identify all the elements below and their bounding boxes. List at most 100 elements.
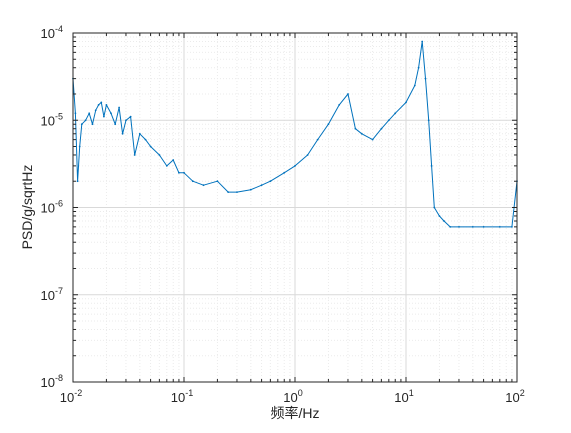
psd-data-point	[458, 226, 460, 228]
psd-data-point	[178, 171, 180, 174]
psd-data-point	[360, 132, 363, 135]
x-tick-label: 102	[505, 388, 524, 405]
psd-data-point	[433, 206, 436, 209]
psd-data-point	[191, 180, 194, 183]
x-tick-label-exponent: 0	[298, 388, 303, 398]
psd-data-point	[347, 93, 349, 95]
grid-layer	[72, 33, 517, 383]
psd-data-point	[88, 112, 91, 115]
psd-data-point	[74, 112, 77, 115]
y-tick-label-base: 10	[41, 113, 55, 128]
y-tick-label-exponent: -7	[55, 286, 63, 296]
psd-data-point	[354, 127, 357, 130]
psd-data-point	[449, 226, 452, 228]
psd-data-point	[76, 180, 79, 183]
x-tick-label: 101	[394, 388, 413, 405]
psd-data-point	[430, 165, 433, 167]
psd-data-point	[103, 115, 105, 118]
psd-data-point	[443, 220, 445, 222]
y-tick-label: 10-5	[41, 111, 63, 128]
x-tick-label-exponent: 2	[520, 388, 525, 398]
x-tick-label-base: 10	[60, 390, 74, 405]
psd-data-point	[118, 106, 120, 109]
psd-data-point	[183, 171, 185, 174]
psd-data-point	[216, 180, 219, 183]
x-tick-label-exponent: -2	[74, 388, 82, 398]
x-tick-label-base: 10	[505, 390, 519, 405]
psd-data-point	[413, 84, 416, 87]
psd-series-line	[72, 41, 518, 228]
psd-data-point	[84, 119, 87, 122]
psd-data-point	[94, 109, 97, 112]
psd-data-point	[105, 104, 108, 106]
psd-data-point	[125, 119, 127, 122]
psd-data-point	[129, 115, 132, 118]
x-tick-label: 100	[283, 388, 302, 405]
psd-data-point	[482, 226, 485, 228]
y-tick-label-exponent: -8	[55, 373, 63, 383]
psd-data-point	[405, 101, 407, 104]
psd-data-point	[80, 123, 83, 126]
psd-data-point	[427, 119, 430, 122]
psd-data-point	[100, 101, 103, 104]
psd-data-point	[260, 184, 263, 187]
y-tick-label: 10-4	[41, 24, 63, 41]
psd-data-point	[283, 171, 286, 174]
x-tick-label-exponent: -1	[185, 388, 193, 398]
psd-data-point	[338, 104, 341, 106]
psd-data-point	[202, 184, 205, 187]
psd-data-point	[158, 154, 161, 156]
psd-data-point	[394, 112, 397, 115]
y-tick-label: 10-8	[41, 373, 63, 390]
psd-data-point	[424, 77, 427, 80]
y-tick-label-exponent: -5	[55, 111, 63, 121]
data-layer	[72, 40, 518, 228]
y-axis-label: PSD/g/sqrtHz	[19, 165, 35, 250]
psd-data-point	[114, 123, 117, 126]
x-tick-label: 10-1	[171, 388, 193, 405]
x-tick-label-base: 10	[171, 390, 185, 405]
y-tick-label-exponent: -6	[55, 199, 63, 209]
x-tick-label-base: 10	[283, 390, 297, 405]
y-tick-label: 10-6	[41, 199, 63, 216]
psd-data-point	[138, 132, 141, 135]
psd-data-point	[421, 40, 424, 43]
psd-data-point	[165, 165, 168, 167]
psd-data-point	[294, 165, 296, 167]
y-tick-label: 10-7	[41, 286, 63, 303]
psd-data-point	[316, 138, 319, 141]
psd-data-point	[438, 215, 441, 217]
psd-data-point	[110, 112, 112, 115]
psd-data-point	[417, 66, 420, 69]
psd-data-point	[269, 180, 272, 183]
psd-data-point	[172, 159, 175, 161]
x-tick-label: 10-2	[60, 388, 82, 405]
psd-data-point	[78, 145, 81, 148]
psd-data-point	[91, 123, 94, 126]
psd-data-point	[371, 138, 374, 141]
y-tick-label-exponent: -4	[55, 24, 63, 34]
y-tick-label-base: 10	[41, 201, 55, 216]
psd-data-point	[327, 123, 330, 126]
y-tick-label-base: 10	[41, 375, 55, 390]
x-axis-label: 频率/Hz	[271, 405, 320, 421]
psd-data-point	[498, 226, 501, 228]
psd-data-point	[249, 188, 252, 191]
psd-data-point	[133, 154, 136, 156]
psd-data-point	[471, 226, 474, 228]
y-tick-label-base: 10	[41, 26, 55, 41]
psd-data-point	[144, 138, 147, 141]
psd-data-point	[227, 191, 230, 194]
y-tick-label-base: 10	[41, 288, 55, 303]
psd-data-point	[387, 119, 390, 122]
psd-data-point	[306, 154, 309, 156]
psd-data-point	[121, 132, 124, 135]
psd-data-point	[149, 145, 152, 148]
psd-data-point	[97, 104, 100, 106]
psd-data-point	[236, 191, 238, 194]
psd-data-point	[511, 226, 513, 228]
x-tick-label-base: 10	[394, 390, 408, 405]
